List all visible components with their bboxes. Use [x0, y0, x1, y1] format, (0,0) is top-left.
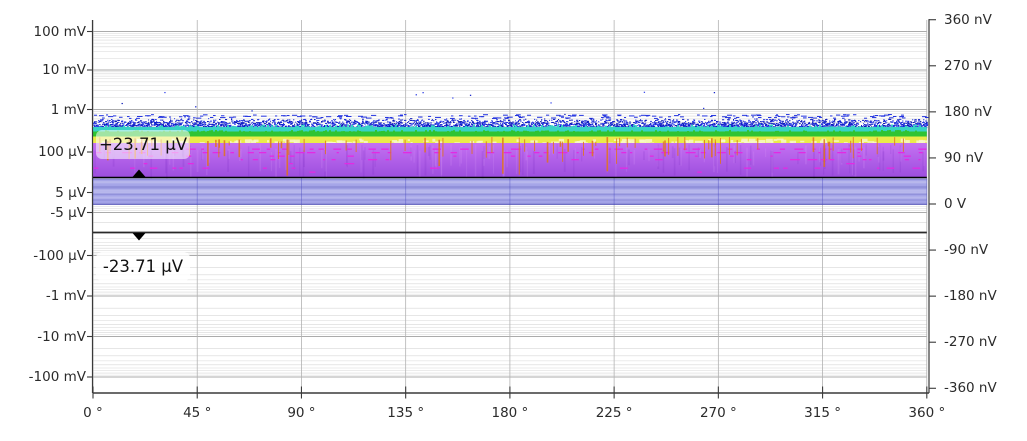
left-axis-tick-label: 100 µV [38, 144, 86, 160]
left-axis-tick-label: 1 mV [50, 101, 86, 118]
left-axis-tick-label: 10 mV [42, 62, 86, 78]
right-axis-tick-label: -360 nV [944, 380, 997, 397]
x-axis-tick-label: 0 ° [83, 405, 103, 421]
left-axis-tick-label: -5 µV [50, 204, 86, 221]
left-axis-tick-label: -10 mV [37, 328, 86, 345]
right-axis-tick-label: 180 nV [944, 103, 992, 120]
x-axis-tick-label: 45 ° [183, 405, 212, 421]
left-axis-tick-label: 5 µV [55, 184, 86, 201]
left-axis-tick-label: -100 µV [33, 247, 86, 264]
x-axis-tick-label: 180 ° [491, 405, 529, 421]
right-axis-tick-label: 270 nV [944, 57, 992, 74]
left-axis-tick-label: 100 mV [33, 23, 86, 40]
x-axis-tick-label: 360 ° [908, 405, 946, 421]
right-axis-tick-label: -270 nV [944, 334, 997, 351]
right-axis-tick-label: -180 nV [944, 288, 997, 305]
right-axis-tick-label: 360 nV [944, 11, 992, 28]
marker-label-positive: +23.71 µV [96, 130, 190, 159]
x-axis-tick-label: 315 ° [804, 405, 841, 421]
left-axis-tick-label: -1 mV [45, 288, 86, 304]
x-axis-tick-label: 90 ° [287, 405, 316, 421]
left-axis-tick-label: -100 mV [28, 369, 86, 385]
right-axis-tick-label: 90 nV [944, 149, 984, 166]
x-axis-tick-label: 225 ° [595, 405, 633, 421]
x-axis-tick-label: 270 ° [699, 405, 737, 421]
x-axis-tick-label: 135 ° [387, 405, 425, 421]
marker-label-negative: -23.71 µV [96, 252, 190, 281]
right-axis-tick-label: 0 V [944, 196, 967, 212]
right-axis-tick-label: -90 nV [944, 242, 989, 259]
